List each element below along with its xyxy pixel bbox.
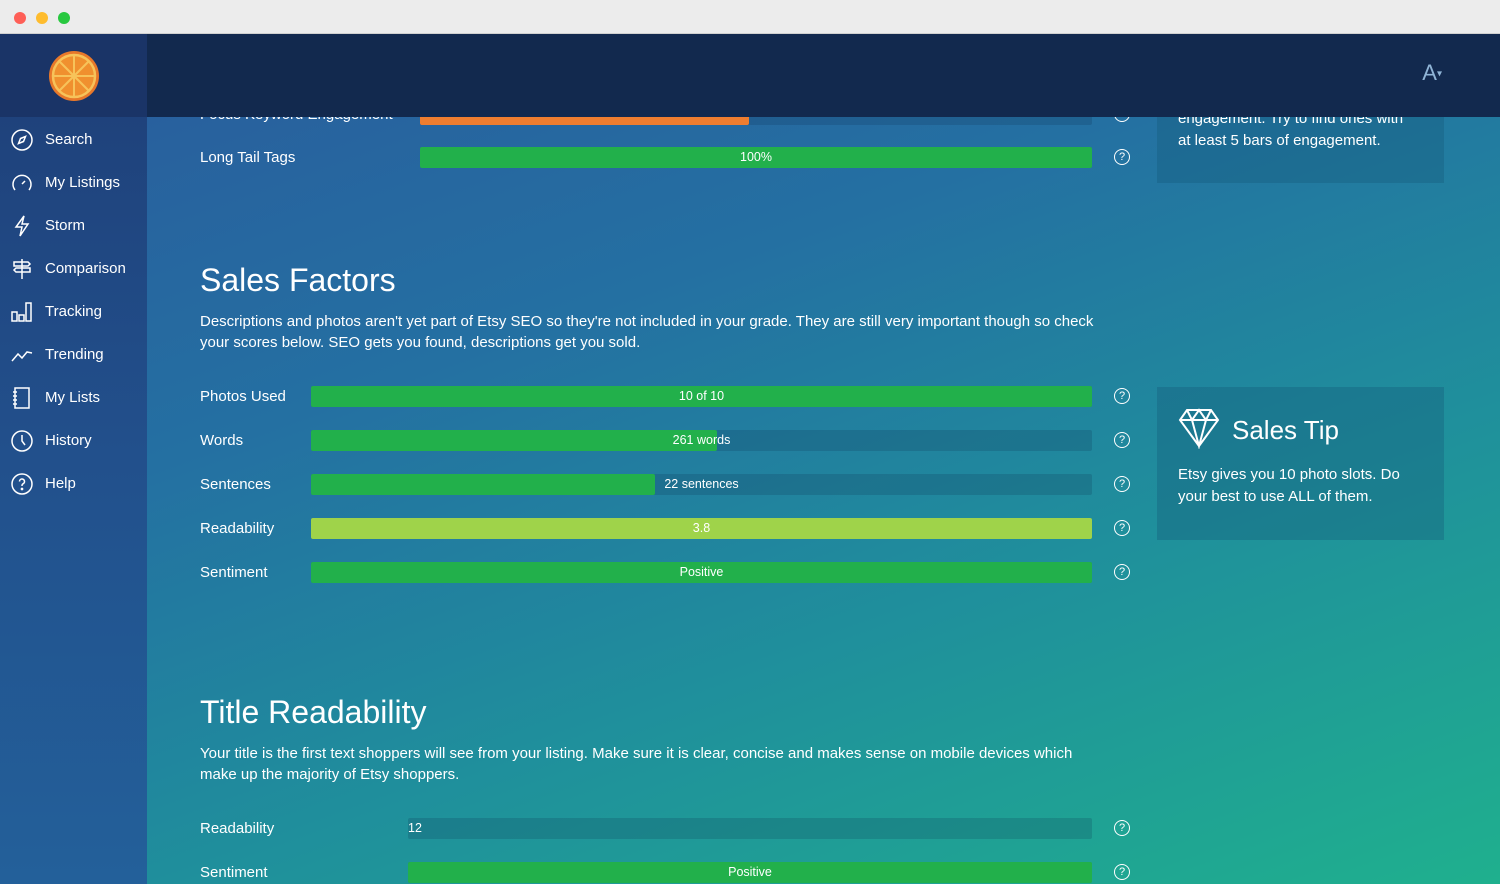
sidebar-item-my-lists[interactable]: My Lists [0, 376, 147, 419]
sales-factors-description: Descriptions and photos aren't yet part … [200, 313, 1094, 351]
help-icon[interactable]: ? [1114, 388, 1130, 404]
top-header: A▾ [147, 34, 1500, 117]
sidebar-item-label: Trending [45, 346, 104, 363]
sidebar-item-label: Search [45, 131, 93, 148]
metric-value: Positive [679, 565, 724, 579]
minimize-window-button[interactable] [36, 12, 48, 24]
metric-value: 10 of 10 [678, 389, 725, 403]
help-icon[interactable]: ? [1114, 564, 1130, 580]
metric-label: Sentiment [200, 564, 268, 581]
metric-value: 22 sentences [664, 477, 739, 491]
metric-label: Sentences [200, 476, 271, 493]
metric-bar-fill [311, 386, 1092, 407]
metric-label: Readability [200, 820, 275, 837]
help-icon[interactable]: ? [1114, 864, 1130, 880]
title-readability-title: Title Readability [200, 694, 427, 730]
metric-label: Words [200, 432, 244, 449]
metric-value: Positive [728, 865, 772, 879]
bar-chart-icon [11, 301, 32, 322]
metric-bar-fill [311, 562, 1092, 583]
compass-icon [11, 128, 33, 151]
metric-bar-fill [311, 518, 1092, 539]
metric-bar: Positive [408, 862, 1092, 883]
sales-factors-title: Sales Factors [200, 262, 396, 298]
font-size-label: A [1422, 60, 1437, 85]
metric-row-sentences: Sentences 22 sentences ? [200, 474, 1130, 496]
trend-line-icon [11, 350, 33, 361]
chevron-down-icon: ▾ [1436, 68, 1442, 80]
sidebar: Search My Listings Storm Comparison Tracking… [0, 34, 147, 884]
orange-slice-logo-icon [48, 50, 99, 101]
metric-bar: 10 of 10 [311, 386, 1092, 407]
metric-value: 12 [408, 821, 422, 835]
sidebar-item-label: History [45, 432, 92, 449]
notebook-icon [13, 386, 30, 409]
metric-bar-fill [311, 430, 718, 451]
metric-bar: 100% [420, 147, 1092, 168]
question-circle-icon [11, 472, 33, 495]
metric-bar: 12 [408, 818, 1092, 839]
metric-label: Photos Used [200, 388, 286, 405]
metric-row-readability: Readability 12 ? [200, 818, 1130, 840]
sidebar-item-label: Comparison [45, 260, 126, 277]
help-icon[interactable]: ? [1114, 520, 1130, 536]
metric-row-photos-used: Photos Used 10 of 10 ? [200, 386, 1130, 408]
metric-bar-fill [311, 474, 655, 495]
sidebar-item-my-listings[interactable]: My Listings [0, 161, 147, 204]
logo[interactable] [0, 34, 147, 117]
metric-bar: Positive [311, 562, 1092, 583]
sidebar-item-label: My Listings [45, 174, 121, 191]
sidebar-item-search[interactable]: Search [0, 118, 147, 161]
sidebar-item-label: Help [45, 475, 76, 492]
help-icon[interactable]: ? [1114, 432, 1130, 448]
sidebar-item-help[interactable]: Help [0, 462, 147, 505]
metric-bar-fill [420, 147, 1092, 168]
metric-bar: 261 words [311, 430, 1092, 451]
metric-value: 261 words [672, 433, 731, 447]
diamond-icon [1178, 408, 1220, 449]
sidebar-item-label: Tracking [45, 303, 102, 320]
window-titlebar [0, 0, 1500, 34]
help-icon[interactable]: ? [1114, 820, 1130, 836]
close-window-button[interactable] [14, 12, 26, 24]
main-content[interactable]: Focus Keyword Engagement ? Long Tail Tag… [147, 34, 1500, 884]
metric-bar-fill [408, 862, 1092, 883]
metric-label: Sentiment [200, 864, 268, 881]
sidebar-item-label: Storm [45, 217, 86, 234]
sidebar-item-storm[interactable]: Storm [0, 204, 147, 247]
metric-row-sentiment: Sentiment Positive ? [200, 562, 1130, 584]
help-icon[interactable]: ? [1114, 476, 1130, 492]
tip-text-line: at least 5 bars of engagement. [1178, 132, 1381, 149]
lightning-icon [14, 215, 30, 236]
sidebar-item-comparison[interactable]: Comparison [0, 247, 147, 290]
metric-row-readability: Readability 3.8 ? [200, 518, 1130, 540]
clock-icon [11, 429, 33, 452]
title-readability-description: Your title is the first text shoppers wi… [200, 745, 1073, 783]
metric-label: Long Tail Tags [200, 149, 296, 166]
sales-tip-text: Etsy gives you 10 photo slots. Do your b… [1178, 466, 1400, 505]
metric-value: 3.8 [692, 521, 711, 535]
help-icon[interactable]: ? [1114, 149, 1130, 165]
sales-tip-title: Sales Tip [1232, 415, 1339, 445]
sidebar-item-tracking[interactable]: Tracking [0, 290, 147, 333]
gauge-icon [12, 174, 32, 190]
metric-bar: 3.8 [311, 518, 1092, 539]
metric-row-words: Words 261 words ? [200, 430, 1130, 452]
metric-row-long-tail-tags: Long Tail Tags 100% ? [200, 147, 1130, 169]
metric-value: 100% [740, 150, 772, 164]
font-size-dropdown[interactable]: A▾ [1422, 60, 1442, 86]
metric-bar: 22 sentences [311, 474, 1092, 495]
sidebar-item-trending[interactable]: Trending [0, 333, 147, 376]
sidebar-item-history[interactable]: History [0, 419, 147, 462]
metric-label: Readability [200, 520, 275, 537]
maximize-window-button[interactable] [58, 12, 70, 24]
metric-row-sentiment: Sentiment Positive ? [200, 862, 1130, 884]
sidebar-item-label: My Lists [45, 389, 101, 406]
sales-tip-card: Sales Tip Etsy gives you 10 photo slots.… [1157, 387, 1444, 540]
app: Search My Listings Storm Comparison Tracking… [0, 34, 1500, 884]
signpost-icon [12, 258, 32, 279]
